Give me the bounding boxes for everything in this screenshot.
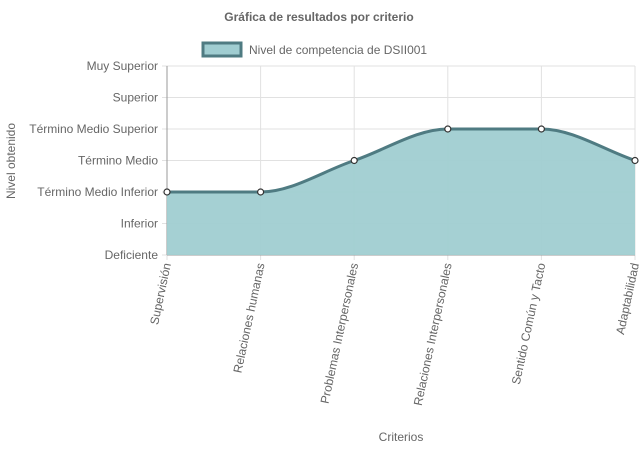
x-tick-label: Relaciones humanas <box>231 262 268 375</box>
series-area <box>166 127 636 255</box>
data-point <box>350 156 358 165</box>
y-axis-label: Nivel obtenido <box>4 123 18 199</box>
data-point <box>257 188 265 196</box>
x-axis-label: Criterios <box>379 430 424 444</box>
series-line <box>166 127 636 194</box>
x-tick-label: Relaciones Interpersonales <box>411 262 455 407</box>
data-point <box>163 188 171 196</box>
data-point <box>444 125 452 133</box>
legend-swatch <box>201 41 243 58</box>
y-tick-label: Término Medio Inferior <box>37 185 158 199</box>
legend-label: Nivel de competencia de DSII001 <box>249 43 427 57</box>
y-tick-label: Término Medio Superior <box>29 122 158 136</box>
y-tick-label: Muy Superior <box>87 59 158 73</box>
chart-title: Gráfica de resultados por criterio <box>224 10 413 24</box>
y-tick-label: Deficiente <box>105 248 159 262</box>
x-tick-label: Adaptabilidad <box>613 262 639 336</box>
data-point <box>537 125 546 133</box>
y-tick-label: Término Medio <box>78 154 158 168</box>
data-points <box>163 125 639 196</box>
y-tick-label: Inferior <box>121 217 158 231</box>
x-tick-label: Problemas Interpersonales <box>318 262 362 405</box>
area-fill <box>167 129 635 255</box>
x-tick-label: Sentido Común y Tacto <box>509 261 549 385</box>
x-tick-label: Supervisión <box>147 262 174 326</box>
y-tick-label: Superior <box>113 91 158 105</box>
data-point <box>631 156 639 165</box>
legend[interactable]: Nivel de competencia de DSII001 <box>201 41 427 58</box>
